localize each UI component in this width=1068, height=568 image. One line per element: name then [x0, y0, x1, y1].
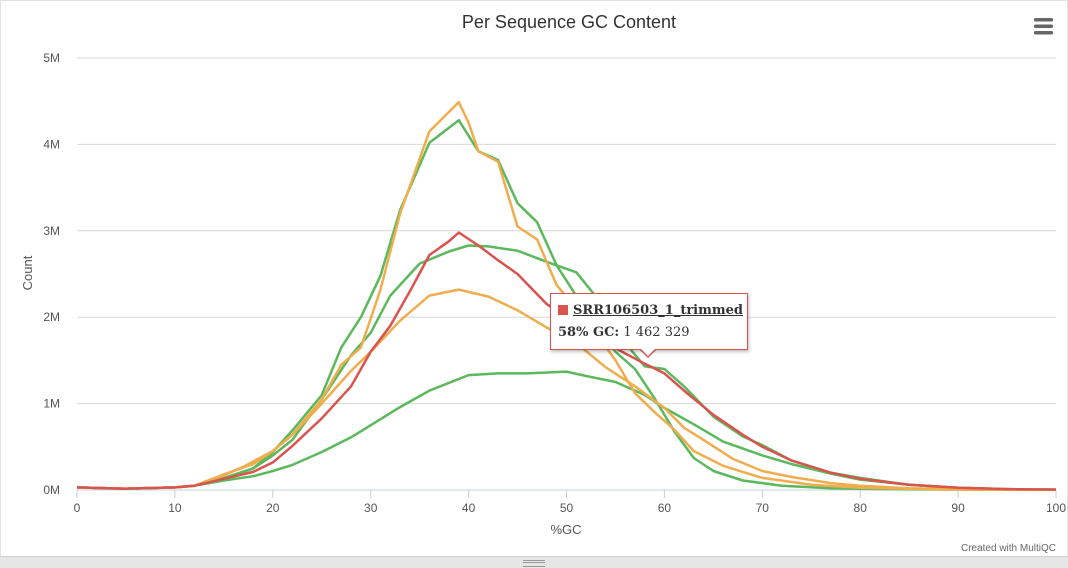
y-axis-title: Count: [20, 255, 35, 290]
y-tick-label: 4M: [43, 137, 60, 151]
x-tick-label: 30: [364, 501, 378, 515]
series-line-6[interactable]: [76, 231, 1057, 491]
x-tick-label: 40: [462, 501, 476, 515]
grid-layer: [77, 57, 1056, 405]
y-tick-label: 5M: [43, 51, 60, 65]
x-tick-label: 80: [854, 501, 868, 515]
credit-text: Created with MultiQC: [961, 543, 1056, 554]
tooltip: SRR106503_1_trimmed 58% GC: 1 462 329: [550, 293, 748, 350]
x-tick-label: 0: [74, 501, 81, 515]
hamburger-menu-icon[interactable]: [1031, 14, 1055, 38]
axis-layer: 0M 1M 2M 3M 4M 5M 0 10 20 30 40 50 60 70 80 90 100: [43, 51, 1066, 515]
x-tick-label: 50: [560, 501, 574, 515]
series-line-3[interactable]: [76, 118, 1057, 492]
series-line-5[interactable]: [76, 100, 1057, 492]
x-tick-label: 90: [951, 501, 965, 515]
y-tick-label: 0M: [43, 483, 60, 497]
resize-bar[interactable]: [0, 556, 1068, 568]
y-tick-label: 3M: [43, 224, 60, 238]
chart-svg: 0M 1M 2M 3M 4M 5M 0 10 20 30 40 50 60 70 80 90 100 Per S…: [20, 12, 1066, 554]
tooltip-series-name: SRR106503_1_trimmed: [573, 303, 743, 318]
tooltip-y-value: 1 462 329: [623, 325, 690, 340]
tooltip-value-row: 58% GC: 1 462 329: [558, 325, 690, 340]
y-tick-label: 1M: [43, 397, 60, 411]
y-tick-label: 2M: [43, 310, 60, 324]
x-tick-label: 10: [168, 501, 182, 515]
x-tick-label: 60: [658, 501, 672, 515]
tooltip-x-label: 58% GC:: [558, 325, 620, 340]
tooltip-arrow-fill: [640, 348, 656, 356]
series-line-4[interactable]: [76, 288, 1057, 491]
x-tick-label: 100: [1046, 501, 1066, 515]
series-layer: [76, 100, 1057, 492]
x-tick-label: 70: [756, 501, 770, 515]
chart-title: Per Sequence GC Content: [462, 12, 676, 32]
tooltip-series-row: SRR106503_1_trimmed: [558, 303, 743, 318]
x-axis-title: %GC: [550, 522, 581, 537]
series-line-1[interactable]: [76, 370, 1057, 491]
resize-grip-icon[interactable]: [523, 560, 545, 567]
x-tick-label: 20: [266, 501, 280, 515]
tooltip-color-swatch: [558, 305, 568, 315]
